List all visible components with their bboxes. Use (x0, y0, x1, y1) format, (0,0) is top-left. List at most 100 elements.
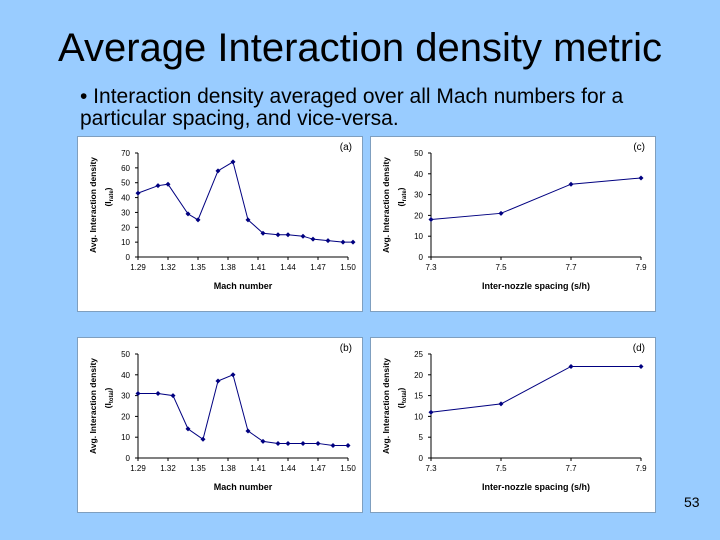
y-tick-label: 10 (121, 238, 130, 247)
x-tick-label: 1.41 (250, 464, 266, 473)
chart-tag: (b) (340, 343, 352, 354)
data-point (638, 175, 644, 181)
data-point (498, 210, 504, 216)
x-axis-label: Inter-nozzle spacing (s/h) (482, 482, 590, 492)
y-sub-subscript: rate (402, 190, 408, 202)
data-point (340, 239, 346, 245)
data-point (285, 232, 291, 238)
x-tick-label: 1.35 (190, 263, 206, 272)
x-tick-label: 1.38 (220, 263, 236, 272)
chart-b: 0 10 20 30 40 50 1.29 1.32 1.35 1.38 1.41 1.44 1.47 1… (88, 343, 356, 492)
y-tick-label: 50 (414, 149, 423, 158)
data-point (568, 181, 574, 187)
data-point (230, 159, 236, 165)
data-point (245, 428, 251, 434)
y-tick-label: 5 (419, 433, 424, 442)
y-sub-I: (I (103, 201, 113, 206)
y-sub-close: ) (103, 387, 113, 390)
y-tick-label: 10 (414, 412, 423, 421)
data-point (170, 393, 176, 399)
x-tick-label: 1.35 (190, 464, 206, 473)
data-point (155, 391, 161, 397)
y-tick-label: 20 (121, 223, 130, 232)
data-point (185, 211, 191, 217)
y-sub-close: ) (396, 187, 406, 190)
data-point (300, 233, 306, 239)
series-line (430, 177, 642, 221)
y-sub-subscript: rate (109, 190, 115, 202)
x-tick-label: 7.7 (565, 464, 577, 473)
data-point (155, 183, 161, 189)
y-axis-sublabel: (Irate) (396, 187, 408, 206)
y-axis-label: Avg. Interaction density (88, 157, 98, 253)
data-point (165, 181, 171, 187)
data-point (275, 232, 281, 238)
y-sub-close: ) (396, 387, 406, 390)
x-tick-label: 1.47 (310, 263, 326, 272)
y-tick-label: 30 (121, 392, 130, 401)
x-tick-label: 1.29 (130, 263, 146, 272)
data-point (310, 236, 316, 242)
y-tick-label: 60 (121, 164, 130, 173)
y-tick-label: 0 (419, 454, 424, 463)
y-sub-close: ) (103, 187, 113, 190)
y-axis-sublabel: (Irate) (103, 187, 115, 206)
data-point (185, 426, 191, 432)
chart-tag: (a) (340, 142, 352, 153)
x-tick-label: 1.47 (310, 464, 326, 473)
y-tick-label: 30 (414, 191, 423, 200)
x-tick-label: 7.5 (495, 263, 507, 272)
data-point (260, 438, 266, 444)
data-point (230, 372, 236, 378)
x-tick-label: 1.38 (220, 464, 236, 473)
data-point (315, 440, 321, 446)
y-sub-I: (I (103, 403, 113, 408)
x-tick-label: 7.7 (565, 263, 577, 272)
x-tick-label: 1.32 (160, 263, 176, 272)
chart-d: 0 5 10 15 20 25 7.3 7.5 7.7 7.9 Inter-nozzle spaci… (381, 343, 647, 492)
x-axis-label: Mach number (214, 281, 273, 291)
chart-a: 0 10 20 30 40 50 60 70 1.29 1.32 1.35 1.38 1.41 1.44 1… (88, 142, 356, 291)
data-point (135, 190, 141, 196)
slide-title: Average Interaction density metric (57, 26, 662, 70)
y-tick-label: 0 (419, 253, 424, 262)
data-point (350, 239, 356, 245)
y-tick-label: 40 (121, 194, 130, 203)
x-tick-label: 7.5 (495, 464, 507, 473)
bullet-text: • Interaction density averaged over all … (80, 85, 624, 130)
x-tick-label: 7.9 (635, 263, 647, 272)
y-tick-label: 0 (126, 454, 131, 463)
y-axis-label: Avg. Interaction density (88, 358, 98, 454)
y-tick-label: 50 (121, 179, 130, 188)
x-tick-label: 7.3 (425, 464, 437, 473)
x-tick-label: 7.9 (635, 464, 647, 473)
x-tick-label: 1.41 (250, 263, 266, 272)
data-point (200, 436, 206, 442)
data-point (275, 440, 281, 446)
y-tick-label: 70 (121, 149, 130, 158)
y-sub-I: (I (396, 403, 406, 408)
y-tick-label: 20 (414, 371, 423, 380)
chart-panel-a: 0 10 20 30 40 50 60 70 1.29 1.32 1.35 1.38 1.41 1.44 1… (77, 136, 363, 312)
y-tick-label: 15 (414, 392, 423, 401)
y-tick-label: 25 (414, 350, 423, 359)
data-point (195, 217, 201, 223)
x-axis-label: Inter-nozzle spacing (s/h) (482, 281, 590, 291)
series-line (138, 374, 348, 447)
y-tick-label: 20 (414, 211, 423, 220)
chart-panel-d: 0 5 10 15 20 25 7.3 7.5 7.7 7.9 Inter-nozzle spaci… (370, 337, 656, 513)
y-tick-label: 50 (121, 350, 130, 359)
y-axis-label: Avg. Interaction density (381, 157, 391, 253)
x-tick-label: 1.44 (280, 263, 296, 272)
data-point (260, 230, 266, 236)
data-point (498, 401, 504, 407)
series-line (137, 161, 353, 243)
data-point (215, 168, 221, 174)
slide-number: 53 (684, 494, 700, 510)
data-point (300, 440, 306, 446)
chart-c: 0 10 20 30 40 50 7.3 7.5 7.7 7.9 Inter-nozzle spac… (381, 142, 647, 291)
data-point (245, 217, 251, 223)
data-point (428, 409, 434, 415)
chart-tag: (d) (633, 343, 645, 354)
y-tick-label: 40 (414, 170, 423, 179)
